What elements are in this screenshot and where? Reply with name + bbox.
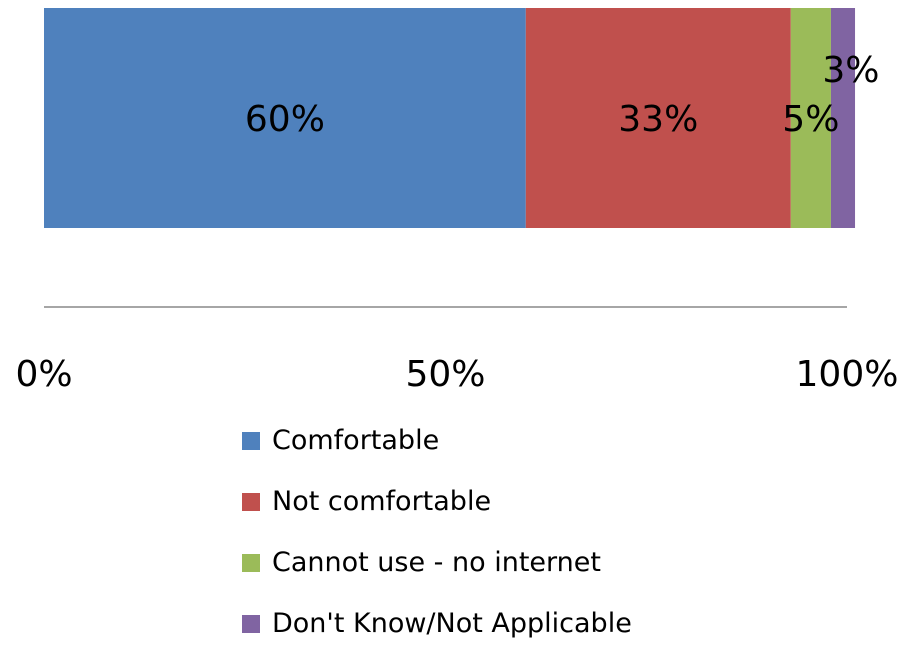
bar-segment-comfortable bbox=[44, 8, 526, 228]
x-axis-tick-group: 0% 50% 100% bbox=[15, 354, 898, 395]
data-label-comfortable: 60% bbox=[245, 99, 325, 140]
legend-label-comfortable: Comfortable bbox=[272, 425, 439, 456]
legend-label-not-comfortable: Not comfortable bbox=[272, 486, 491, 517]
x-tick-label-0: 0% bbox=[15, 354, 72, 395]
data-label-not-comfortable: 33% bbox=[618, 99, 698, 140]
x-tick-label-50: 50% bbox=[405, 354, 485, 395]
bar-group bbox=[44, 8, 856, 228]
legend-item-cannot-use-no-internet: Cannot use - no internet bbox=[242, 547, 601, 578]
data-label-don-t-know-not-applicable: 3% bbox=[822, 50, 879, 91]
legend-swatch-comfortable bbox=[242, 432, 260, 450]
legend-label-cannot-use-no-internet: Cannot use - no internet bbox=[272, 547, 601, 578]
legend-item-comfortable: Comfortable bbox=[242, 425, 439, 456]
legend: Comfortable Not comfortable Cannot use - n… bbox=[242, 425, 632, 639]
legend-label-don-t-know-not-applicable: Don't Know/Not Applicable bbox=[272, 608, 632, 639]
data-label-group: 60% 33% 5% 3% bbox=[245, 50, 880, 140]
bar-segment-not-comfortable bbox=[525, 8, 791, 228]
legend-swatch-cannot-use-no-internet bbox=[242, 554, 260, 572]
data-label-cannot-use-no-internet: 5% bbox=[782, 99, 839, 140]
legend-item-not-comfortable: Not comfortable bbox=[242, 486, 491, 517]
bar-segment-cannot-use-no-internet bbox=[790, 8, 831, 228]
x-tick-label-100: 100% bbox=[796, 354, 899, 395]
legend-item-don-t-know-not-applicable: Don't Know/Not Applicable bbox=[242, 608, 632, 639]
bar-segment-don-t-know-not-applicable bbox=[830, 8, 856, 228]
legend-swatch-don-t-know-not-applicable bbox=[242, 615, 260, 633]
legend-swatch-not-comfortable bbox=[242, 493, 260, 511]
